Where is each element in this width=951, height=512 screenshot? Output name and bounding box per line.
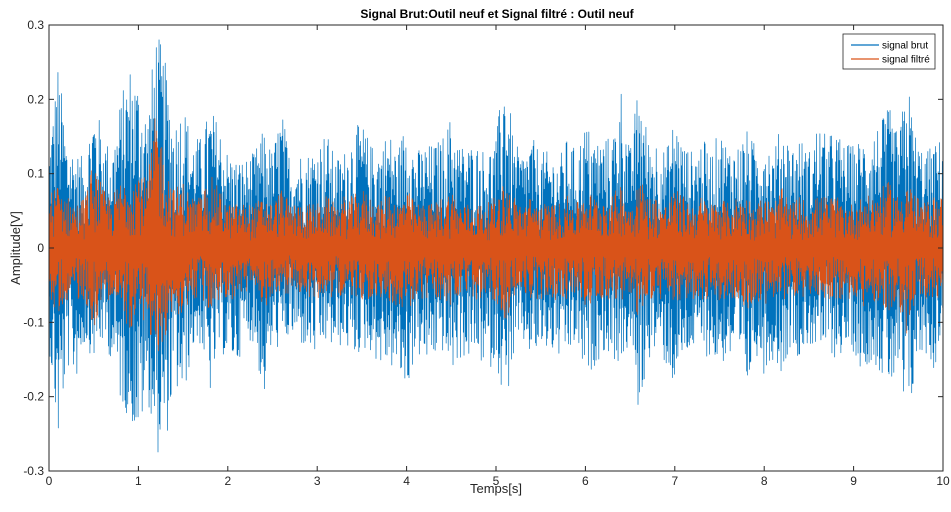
- x-tick-label: 0: [46, 474, 53, 488]
- legend-label-signal-brut: signal brut: [882, 41, 928, 52]
- x-tick-label: 2: [224, 474, 231, 488]
- x-tick-label: 10: [936, 474, 950, 488]
- chart-title: Signal Brut:Outil neuf et Signal filtré …: [360, 7, 634, 21]
- x-axis-label: Temps[s]: [470, 481, 522, 496]
- plot-area: [48, 24, 944, 472]
- y-tick-label: -0.2: [23, 390, 44, 404]
- x-tick-label: 9: [850, 474, 857, 488]
- y-tick-label: -0.3: [23, 464, 44, 478]
- y-tick-label: 0: [37, 241, 44, 255]
- x-tick-label: 1: [135, 474, 142, 488]
- x-tick-label: 5: [493, 474, 500, 488]
- tick-layer: 0 1 2 3 4 5 6 7 8 9 10 -0.3 -0.2 -0.1 0 0.1 0.2 0.3: [23, 18, 950, 488]
- y-tick-label: 0.2: [27, 92, 44, 106]
- y-tick-label: 0.1: [27, 167, 44, 181]
- y-tick-label: -0.1: [23, 315, 44, 329]
- y-tick-label: 0.3: [27, 18, 44, 32]
- x-tick-label: 3: [314, 474, 321, 488]
- legend: signal brut signal filtré: [842, 33, 936, 70]
- x-tick-label: 6: [582, 474, 589, 488]
- x-tick-label: 7: [671, 474, 678, 488]
- legend-box: [842, 33, 936, 70]
- legend-label-signal-filtre: signal filtré: [882, 55, 930, 66]
- series-signal-filtre: [48, 118, 944, 352]
- series-layer: [48, 39, 944, 453]
- x-tick-label: 8: [761, 474, 768, 488]
- y-axis-label: Amplitude[V]: [8, 211, 23, 285]
- x-tick-label: 4: [403, 474, 410, 488]
